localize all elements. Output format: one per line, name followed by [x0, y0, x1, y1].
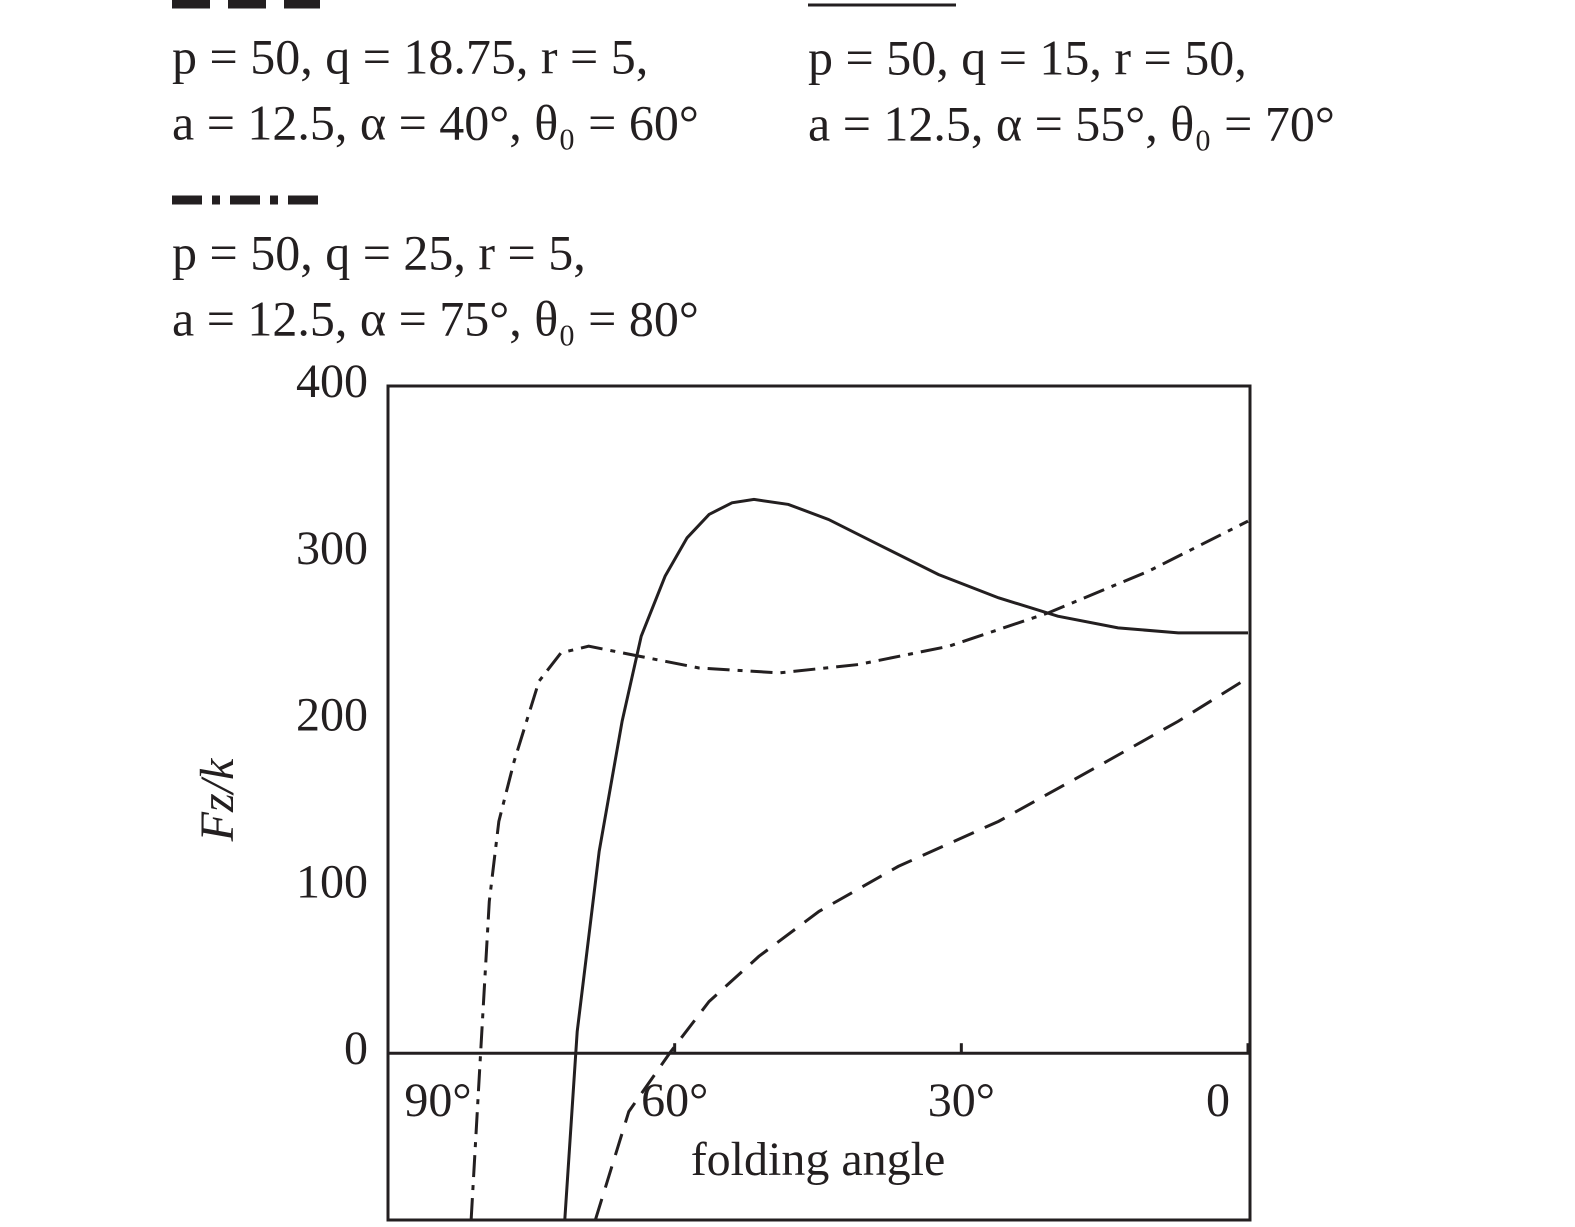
x-axis-label: folding angle [691, 1133, 946, 1186]
y-axis-label: Fz/k [191, 757, 244, 842]
series-line [563, 497, 1248, 1220]
y-tick-label: 400 [296, 355, 368, 408]
legend-label: a = 12.5, α = 55°, θ₀ = 70° [808, 95, 1335, 151]
legend-label: a = 12.5, α = 75°, θ₀ = 80° [172, 290, 699, 346]
y-tick-label: 300 [296, 522, 368, 575]
y-tick-label: 100 [296, 855, 368, 908]
plot-frame [386, 384, 1252, 1222]
legend-label: p = 50, q = 15, r = 50, [808, 29, 1247, 85]
series-line [593, 676, 1249, 1220]
legend-label: p = 50, q = 25, r = 5, [172, 224, 586, 280]
plot-lines [469, 497, 1249, 1220]
y-tick-label: 0 [344, 1022, 368, 1075]
legend-label: p = 50, q = 18.75, r = 5, [172, 28, 648, 84]
series-line [469, 519, 1249, 1220]
y-tick-label: 200 [296, 689, 368, 742]
x-tick-label: 30° [928, 1074, 995, 1127]
legend-label: a = 12.5, α = 40°, θ₀ = 60° [172, 94, 699, 150]
x-tick-label: 90° [404, 1074, 471, 1127]
x-tick-label: 60° [641, 1074, 708, 1127]
x-tick-label: 0 [1206, 1074, 1230, 1127]
